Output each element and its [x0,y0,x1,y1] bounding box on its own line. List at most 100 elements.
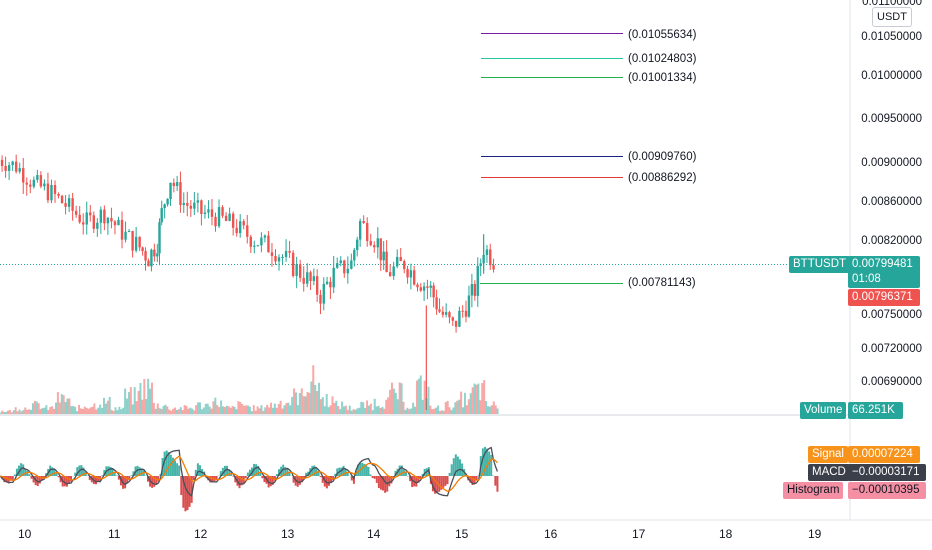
candle-body [479,263,482,267]
volume-bar [383,408,386,414]
histogram-bar [59,476,62,483]
volume-bar [270,402,273,414]
histogram-bar [377,476,380,488]
date-axis-label: 17 [632,527,646,541]
histogram-bar [434,476,437,494]
volume-bar [275,407,278,414]
histogram-bar [5,476,8,483]
histogram-bar [186,476,189,511]
volume-bar [304,396,307,414]
candle-body [451,317,454,321]
volume-bar [206,403,209,414]
histogram-bar [496,476,499,492]
histogram-bar [178,465,181,476]
date-axis-label: 13 [281,527,295,541]
histogram-bar [57,476,60,478]
histogram-bar [140,468,143,476]
volume-bar [91,406,94,414]
candle-body [325,281,329,284]
histogram-bar [369,474,372,476]
volume-bar [30,409,33,414]
last-price-tag: 0.00799481 01:08 [848,256,920,288]
histogram-bar [340,467,343,476]
volume-bar [379,407,382,414]
volume-bar [496,408,499,414]
volume-bar [51,406,54,414]
volume-bar [6,410,9,414]
histogram-bar [440,476,443,490]
volume-bar [473,383,476,414]
price-axis-label: 0.01100000 [862,0,922,8]
volume-bar [438,411,441,414]
volume-bar [375,406,378,414]
volume-bar [49,407,52,414]
volume-bar [390,382,393,414]
volume-bar [396,399,399,414]
volume-bar [316,391,319,414]
volume-bar [10,412,13,414]
volume-bar [177,409,180,414]
histogram-bar [259,471,262,476]
volume-bar [260,405,263,414]
histogram-bar [45,473,48,476]
volume-bar [369,403,372,414]
volume-bar [198,402,201,414]
volume-bar [300,388,303,414]
volume-bar [60,394,63,414]
histogram-bar [13,474,16,476]
histogram-bar [115,475,118,476]
candle-body [356,239,359,250]
histogram-bar [319,476,322,478]
candle-body [74,210,78,215]
candle-body [210,209,214,217]
volume-bar [74,406,77,414]
volume-bar [385,399,388,414]
volume-bar [166,406,169,414]
volume-bar [108,396,111,414]
histogram-bar [49,465,52,476]
candle-body [412,270,416,285]
volume-bar [302,396,305,414]
volume-bar [342,406,345,414]
volume-bar [22,409,25,414]
volume-bar [389,389,392,414]
histogram-bar [180,476,183,496]
volume-bar [485,401,488,414]
histogram-bar [113,472,116,476]
candle-body [200,200,203,215]
candle-body [60,195,64,204]
histogram-bar [371,476,374,479]
volume-bar [421,399,424,414]
histogram-bar [124,476,127,489]
volume-bar [81,408,84,414]
currency-selector[interactable]: USDT [872,7,912,27]
candle-body [291,252,295,276]
volume-bar [417,378,420,414]
candle-body [25,182,28,185]
volume-bar [70,406,73,414]
volume-bar [35,401,38,414]
volume-bar [454,402,457,414]
volume-bar [237,401,240,414]
volume-bar [273,403,276,414]
volume-bar [358,407,361,414]
candle-body [435,297,438,310]
volume-bar [89,407,92,414]
volume-bar [327,407,330,414]
histogram-bar [409,476,412,482]
volume-bar [450,410,453,414]
histogram-bar [298,476,301,485]
candle-body [85,212,88,225]
histogram-bar [130,475,133,476]
candle-body [182,203,185,206]
candle-body [295,264,298,276]
volume-bar [435,407,438,414]
volume-bar [33,400,36,414]
candle-body [461,310,464,312]
histogram-bar [450,464,453,476]
histogram-bar [444,476,447,486]
histogram-bar [311,465,314,476]
volume-bar [392,388,395,414]
volume-bar [460,391,463,414]
